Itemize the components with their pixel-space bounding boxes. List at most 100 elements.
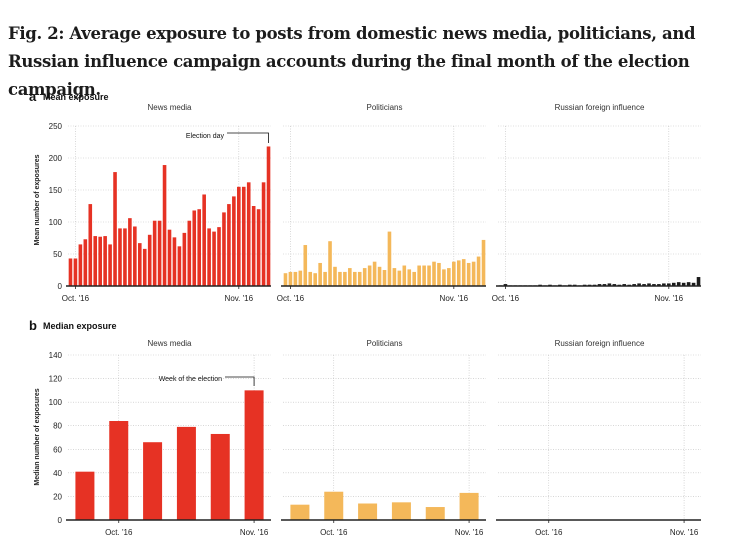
facet-title: Politicians <box>366 103 402 112</box>
x-tick-label: Oct. '16 <box>320 528 348 537</box>
bar <box>108 244 112 286</box>
bar <box>481 239 486 286</box>
bar <box>696 277 701 286</box>
y-tick-label: 50 <box>53 250 62 259</box>
bar <box>109 421 129 520</box>
bar <box>93 236 98 286</box>
y-axis-label: Median number of exposures <box>34 388 41 485</box>
x-tick-label: Nov. '16 <box>670 528 699 537</box>
bar <box>313 273 317 286</box>
bar <box>318 262 322 286</box>
x-tick-label: Oct. '16 <box>535 528 563 537</box>
bar <box>691 282 696 286</box>
bar <box>241 186 246 286</box>
bar <box>476 256 481 286</box>
bar <box>391 502 411 520</box>
bar <box>686 282 691 286</box>
bar <box>266 146 271 286</box>
bar <box>447 268 451 286</box>
bar <box>657 284 661 286</box>
bar <box>461 259 466 286</box>
bar <box>432 261 436 286</box>
bar <box>459 492 479 520</box>
bar <box>362 268 367 286</box>
bar <box>256 209 261 286</box>
x-tick-label: Oct. '16 <box>492 294 520 303</box>
bar <box>662 283 666 286</box>
bar <box>207 228 211 286</box>
y-tick-label: 120 <box>49 375 63 384</box>
bar <box>157 220 162 286</box>
bar <box>137 243 142 286</box>
bar <box>251 206 256 286</box>
bar <box>133 226 137 286</box>
facet-title: Russian foreign influence <box>555 103 645 112</box>
y-axis-label: Mean number of exposures <box>34 154 41 245</box>
y-tick-label: 20 <box>53 492 62 501</box>
facet-title: Russian foreign influence <box>555 339 645 348</box>
x-tick-label: Oct. '16 <box>277 294 305 303</box>
bar <box>176 426 196 520</box>
x-tick-label: Oct. '16 <box>105 528 133 537</box>
annotation-label: Week of the election <box>159 376 222 383</box>
bar <box>372 261 377 286</box>
bar <box>417 265 421 286</box>
y-tick-label: 200 <box>49 154 63 163</box>
bar <box>367 265 372 286</box>
bar <box>288 271 293 286</box>
bar <box>348 268 352 286</box>
x-tick-label: Nov. '16 <box>455 528 484 537</box>
bar <box>113 172 117 286</box>
bar <box>217 227 221 286</box>
bar <box>503 284 508 286</box>
bar <box>75 471 95 520</box>
bar <box>172 237 177 286</box>
y-tick-label: 80 <box>53 422 62 431</box>
bar <box>652 284 656 286</box>
y-tick-label: 140 <box>49 351 63 360</box>
bar <box>222 212 226 286</box>
bar <box>452 261 456 286</box>
bar <box>667 283 671 286</box>
y-tick-label: 60 <box>53 445 62 454</box>
bar <box>162 165 167 286</box>
bar <box>88 204 93 286</box>
bar <box>343 271 347 286</box>
bar <box>466 262 471 286</box>
bar <box>143 442 163 520</box>
bar <box>425 507 445 520</box>
panel-title: Mean exposure <box>43 92 109 102</box>
bar <box>283 273 288 286</box>
bar <box>622 284 627 286</box>
annotation-leader-line <box>227 132 269 143</box>
bar <box>210 433 230 520</box>
x-tick-label: Oct. '16 <box>62 294 90 303</box>
bar <box>382 270 387 286</box>
bar <box>676 282 681 286</box>
y-tick-label: 100 <box>49 398 63 407</box>
annotation-leader-line <box>225 376 255 386</box>
bar <box>290 504 310 520</box>
bar <box>187 220 192 286</box>
bar <box>167 229 172 286</box>
facet-title: News media <box>147 103 192 112</box>
y-tick-label: 0 <box>58 282 63 291</box>
bar <box>442 269 446 286</box>
bar <box>647 283 651 286</box>
bar <box>293 271 298 286</box>
bar <box>78 244 83 286</box>
y-tick-label: 0 <box>58 516 63 525</box>
bar <box>128 218 132 286</box>
bar <box>358 503 378 520</box>
bar <box>68 258 73 286</box>
bar <box>412 271 417 286</box>
bar <box>83 239 88 286</box>
x-tick-label: Nov. '16 <box>440 294 469 303</box>
facet-title: News media <box>147 339 192 348</box>
bar <box>437 262 441 286</box>
panel-title: Median exposure <box>43 321 117 331</box>
bar <box>357 271 362 286</box>
panel-letter: a <box>29 89 37 104</box>
bar <box>392 268 397 286</box>
